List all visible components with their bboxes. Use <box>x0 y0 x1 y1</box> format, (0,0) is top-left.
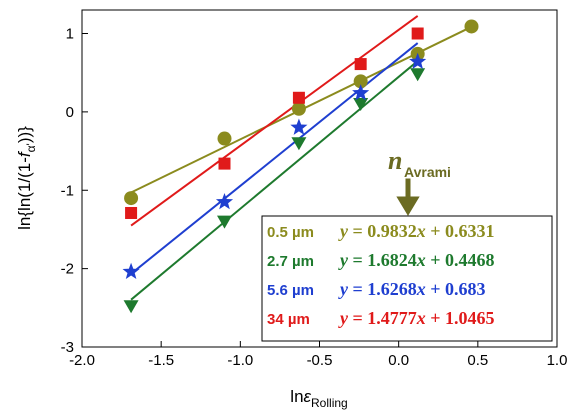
data-points <box>122 19 479 314</box>
axis-ticks: -2.0 -1.5 -1.0 -0.5 0.0 0.5 1.0 -3 -2 -1 0 1 <box>61 26 568 369</box>
x-tick-label: 0.5 <box>467 352 488 369</box>
x-axis-label: lnεRolling <box>290 387 347 410</box>
legend: 0.5 µm y = 0.9832x + 0.6331 2.7 µm y = 1.68… <box>261 215 553 342</box>
data-point <box>215 193 234 210</box>
legend-series-label: 5.6 µm <box>267 282 314 299</box>
data-point <box>409 52 427 70</box>
legend-series-label: 34 µm <box>267 311 310 328</box>
avrami-arrow <box>396 178 420 216</box>
data-point <box>125 206 138 219</box>
y-tick-label: -3 <box>61 339 74 356</box>
data-point <box>410 68 426 82</box>
legend-equation: y = 0.9832x + 0.6331 <box>338 221 495 241</box>
data-point <box>291 137 307 151</box>
data-point <box>217 131 232 146</box>
legend-box <box>261 215 553 342</box>
legend-equation: y = 1.6824x + 0.4468 <box>338 250 495 270</box>
x-tick-label: -1.0 <box>227 352 253 369</box>
data-point <box>353 98 369 112</box>
legend-equation: y = 1.6268x + 0.683 <box>338 279 486 299</box>
x-tick-label: 1.0 <box>547 352 568 369</box>
legend-equation: y = 1.4777x + 1.0465 <box>338 308 495 328</box>
data-point <box>217 215 232 229</box>
x-tick-label: -2.0 <box>69 352 95 369</box>
y-axis-label: ln{ln(1/(1-fα'))} <box>15 126 38 230</box>
data-point <box>353 74 368 89</box>
data-point <box>354 58 367 71</box>
legend-series-label: 0.5 µm <box>267 224 314 241</box>
y-tick-label: 0 <box>66 104 74 121</box>
avrami-sub-label: Avrami <box>404 164 451 180</box>
data-point <box>123 300 139 314</box>
avrami-annotation: n Avrami <box>388 146 451 216</box>
data-point <box>411 27 424 40</box>
data-point <box>352 84 370 101</box>
y-tick-label: -2 <box>61 261 74 278</box>
data-point <box>124 191 139 206</box>
y-tick-label: -1 <box>61 182 74 199</box>
fit-line <box>130 42 419 275</box>
data-point <box>464 19 479 34</box>
data-point <box>292 91 305 104</box>
data-point <box>122 262 140 280</box>
data-point <box>290 118 308 135</box>
legend-series-label: 2.7 µm <box>267 253 314 270</box>
data-point <box>218 157 231 170</box>
x-tick-label: -1.5 <box>148 352 174 369</box>
x-tick-label: 0.0 <box>388 352 409 369</box>
x-tick-label: -0.5 <box>307 352 333 369</box>
avrami-n-label: n <box>388 146 402 175</box>
fit-line <box>130 15 419 227</box>
data-point <box>291 101 306 116</box>
y-tick-label: 1 <box>66 26 74 43</box>
fit-line <box>130 60 419 301</box>
